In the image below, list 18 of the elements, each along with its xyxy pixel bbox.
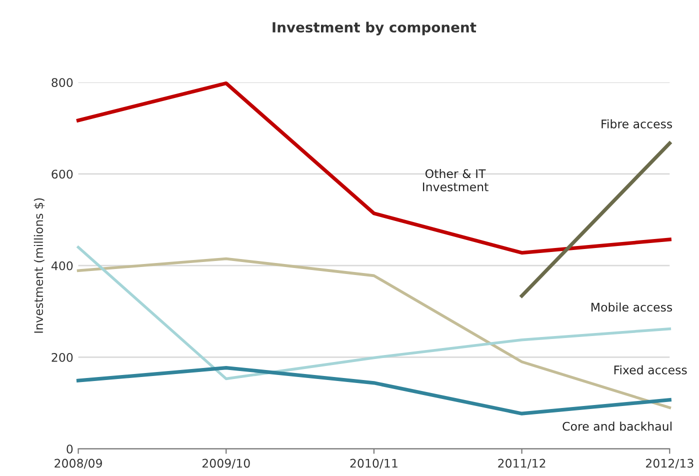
y-axis-title: Investment (millions $) — [34, 198, 45, 333]
x-tick-label: 2008/09 — [54, 458, 102, 469]
y-tick-label: 800 — [52, 78, 73, 87]
x-tick-label: 2011/12 — [498, 458, 546, 469]
y-tick-label: 400 — [51, 261, 73, 270]
text: Other & IT Investment — [423, 168, 488, 192]
x-tick-label: 2009/10 — [202, 458, 250, 469]
line-series — [76, 81, 672, 255]
series-label: Fibre access — [602, 119, 672, 128]
y-tick-label: 600 — [52, 170, 73, 179]
series-label: Core and backhaul — [562, 422, 672, 431]
y-tick-label: 200 — [52, 352, 73, 362]
x-tick-label: 2010/11 — [350, 458, 398, 469]
chart-title: Investment by component — [272, 22, 476, 36]
series-label: Fixed access — [614, 365, 687, 374]
y-tick-label: 0 — [66, 444, 73, 454]
series-label: Mobile access — [591, 302, 672, 312]
x-tick-label: 2012/13 — [646, 458, 694, 469]
